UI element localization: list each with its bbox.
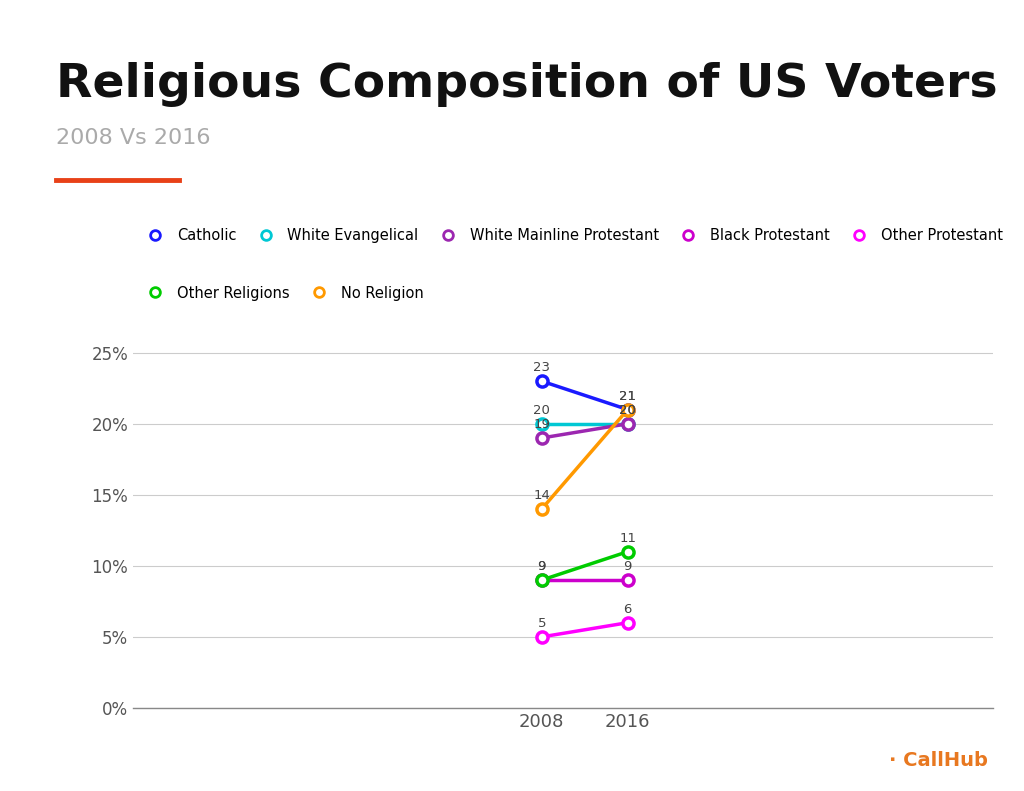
Text: 20: 20 <box>534 404 550 417</box>
Text: 9: 9 <box>624 560 632 573</box>
Text: 11: 11 <box>620 532 636 545</box>
Text: 23: 23 <box>534 361 550 374</box>
Text: 20: 20 <box>620 404 636 417</box>
Text: 19: 19 <box>534 418 550 431</box>
Text: 9: 9 <box>538 560 546 573</box>
Text: 21: 21 <box>620 390 636 403</box>
Text: 20: 20 <box>620 404 636 417</box>
Legend: Other Religions, No Religion: Other Religions, No Religion <box>140 286 423 301</box>
Text: ⋅ CallHub: ⋅ CallHub <box>889 751 988 770</box>
Text: 6: 6 <box>624 603 632 616</box>
Text: Religious Composition of US Voters: Religious Composition of US Voters <box>56 62 998 108</box>
Text: 2008 Vs 2016: 2008 Vs 2016 <box>56 127 211 148</box>
Text: 21: 21 <box>620 390 636 403</box>
Text: 9: 9 <box>538 560 546 573</box>
Text: 14: 14 <box>534 490 550 502</box>
Text: 5: 5 <box>538 617 546 630</box>
Text: Source: Washington Post: The non-religious are now the country’s largest religio: Source: Washington Post: The non-religio… <box>23 754 651 766</box>
